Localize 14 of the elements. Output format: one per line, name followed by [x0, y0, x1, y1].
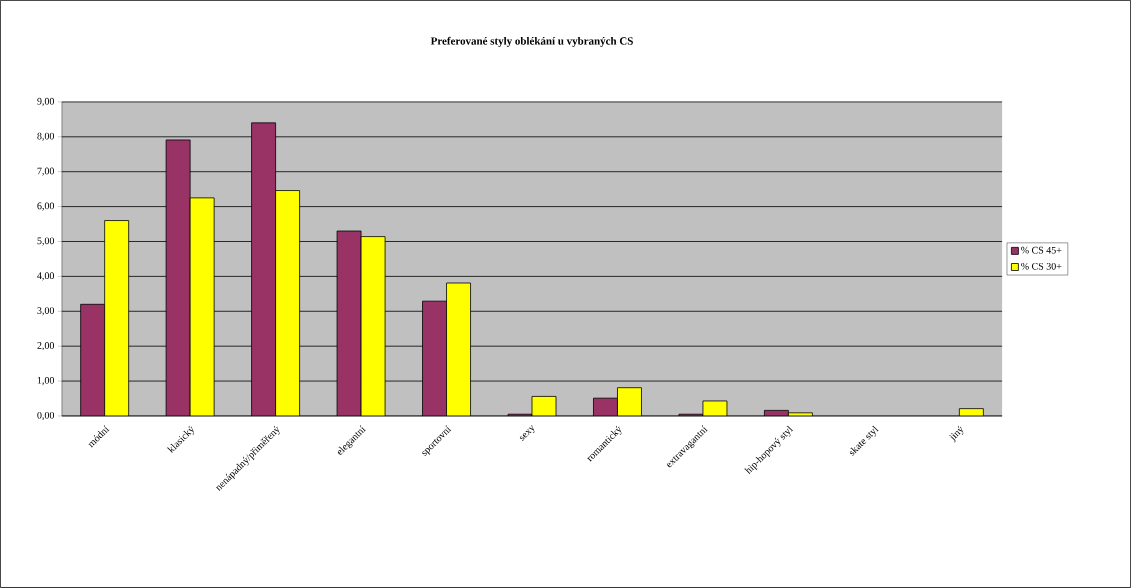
y-tick-label: 3,00: [37, 307, 55, 316]
y-tick-label: 4,00: [37, 272, 55, 281]
y-tick-label: 8,00: [37, 132, 55, 141]
legend-label: % CS 30+: [1021, 262, 1062, 270]
legend-label: % CS 45+: [1021, 246, 1062, 254]
y-tick-label: 9,00: [37, 97, 55, 107]
chart-title: Preferované styly oblékání u vybraných CS: [430, 36, 633, 47]
y-tick-label: 0,00: [37, 411, 55, 421]
y-tick-label: 2,00: [37, 342, 55, 351]
y-tick-label: 6,00: [37, 202, 55, 211]
y-tick-label: 1,00: [37, 377, 55, 386]
y-tick-label: 5,00: [37, 237, 55, 246]
y-tick-label: 7,00: [37, 167, 55, 176]
x-tick-label: sexy: [519, 425, 535, 441]
